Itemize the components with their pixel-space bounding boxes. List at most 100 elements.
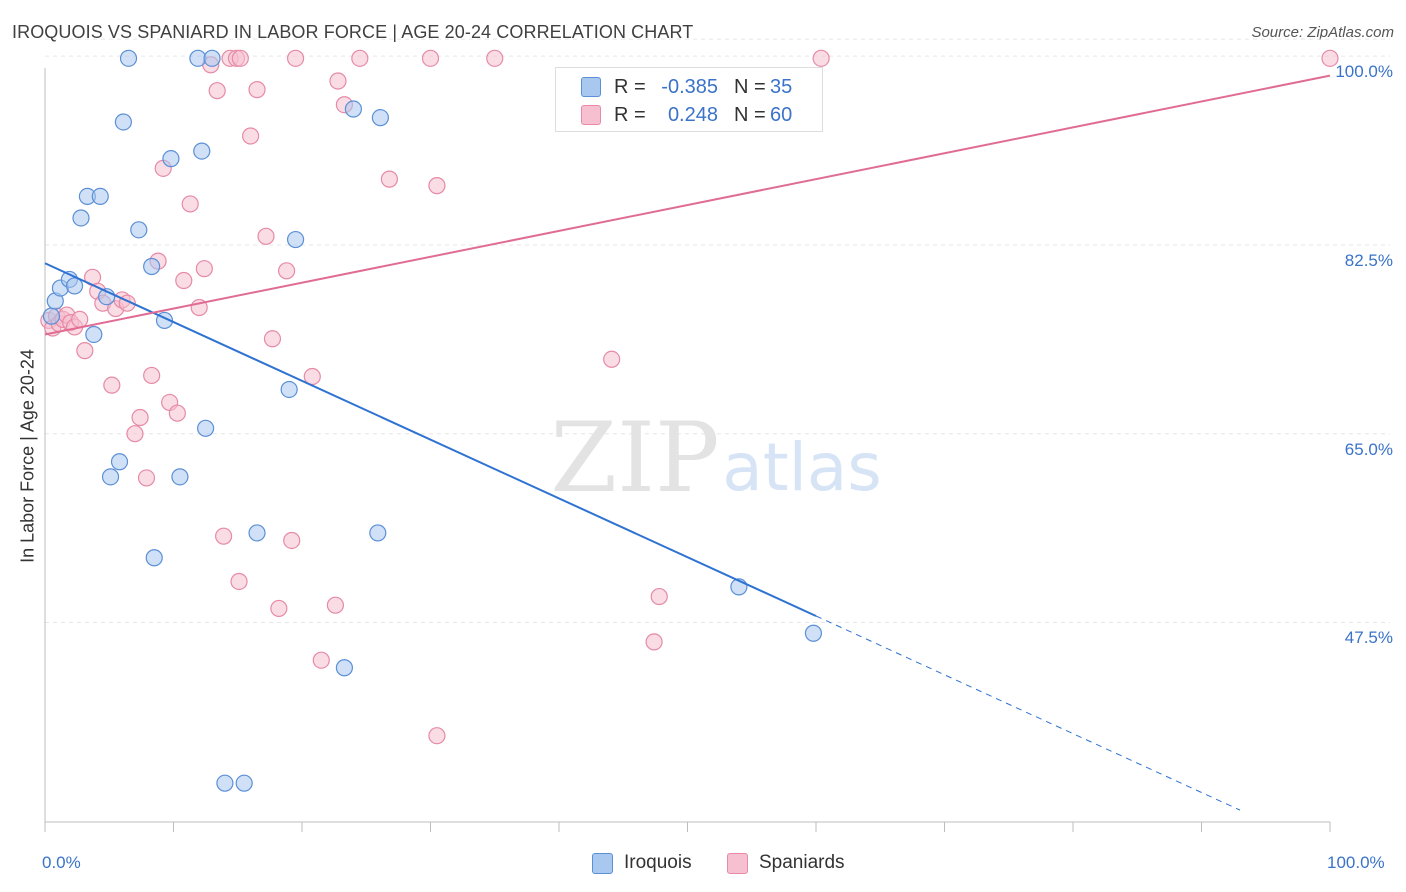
iroquois-point: [130, 221, 148, 239]
spaniards-trend-line: [44, 74, 1331, 336]
iroquois-point: [203, 49, 221, 67]
spaniards-point: [181, 195, 199, 213]
iroquois-point: [335, 659, 354, 677]
iroquois-point: [193, 142, 211, 160]
iroquois-point: [344, 100, 362, 118]
spaniards-point: [286, 49, 305, 67]
spaniards-point: [263, 330, 282, 348]
legend-row-spaniards: R = 0.248 N = 60: [556, 101, 822, 129]
spaniards-point: [103, 376, 121, 394]
spaniards-point: [242, 127, 260, 145]
spaniards-n-value: 60: [770, 104, 793, 126]
spaniards-point: [486, 49, 504, 67]
spaniards-point: [312, 651, 330, 669]
spaniards-r-label: R =: [614, 104, 646, 126]
spaniards-legend-label: Spaniards: [759, 852, 845, 873]
iroquois-legend-swatch: [592, 853, 613, 874]
spaniards-point: [248, 81, 266, 99]
iroquois-point: [145, 549, 163, 567]
spaniards-point: [270, 599, 288, 618]
spaniards-point: [1321, 49, 1339, 67]
spaniards-point: [428, 727, 446, 745]
iroquois-point: [91, 187, 109, 205]
spaniards-point: [215, 527, 233, 545]
y-tick-label: 100.0%: [1335, 62, 1393, 82]
spaniards-point: [351, 49, 369, 67]
spaniards-point: [650, 587, 668, 606]
iroquois-point: [101, 468, 120, 486]
iroquois-point: [65, 277, 84, 295]
spaniards-points: [40, 49, 1339, 745]
watermark-zip: ZIP: [550, 402, 719, 514]
y-tick-label: 47.5%: [1344, 628, 1393, 648]
spaniards-point: [326, 596, 345, 614]
gridlines: [45, 38, 1390, 623]
spaniards-point: [131, 408, 149, 427]
source-label: Source: ZipAtlas.com: [1251, 24, 1394, 41]
spaniards-point: [71, 310, 89, 328]
spaniards-point: [428, 177, 446, 195]
spaniards-point: [603, 350, 621, 368]
y-axis-label: In Labor Force | Age 20-24: [17, 349, 38, 563]
axes: [44, 68, 1331, 832]
spaniards-point: [645, 633, 663, 651]
watermark-atlas: atlas: [722, 429, 882, 506]
iroquois-point: [369, 524, 387, 542]
spaniards-point: [195, 260, 213, 278]
spaniards-point: [208, 82, 226, 100]
legend-row-iroquois: R = -0.385 N = 35: [556, 73, 822, 101]
spaniards-point: [230, 572, 248, 591]
iroquois-point: [110, 453, 129, 471]
spaniards-point: [812, 49, 830, 67]
iroquois-point: [280, 380, 298, 399]
spaniards-point: [168, 404, 186, 422]
iroquois-point: [216, 774, 234, 792]
spaniards-point: [231, 49, 249, 67]
iroquois-legend-label: Iroquois: [624, 852, 692, 873]
spaniards-point: [329, 72, 347, 90]
legend-item-spaniards[interactable]: Spaniards: [727, 851, 857, 877]
iroquois-point: [85, 325, 103, 344]
watermark: ZIP atlas: [550, 402, 881, 514]
iroquois-swatch: [581, 77, 601, 97]
trend-lines: [44, 74, 1331, 811]
iroquois-point: [72, 209, 90, 227]
spaniards-point: [175, 271, 193, 290]
iroquois-n-label: N =: [734, 76, 766, 98]
spaniards-point: [126, 425, 144, 443]
spaniards-point: [421, 49, 440, 67]
correlation-legend: R = -0.385 N = 35 R = 0.248 N = 60: [555, 67, 823, 132]
iroquois-r-label: R =: [614, 76, 646, 98]
spaniards-point: [137, 469, 156, 487]
iroquois-point: [197, 419, 215, 437]
y-tick-label: 82.5%: [1344, 250, 1393, 270]
spaniards-point: [380, 170, 398, 188]
iroquois-point: [286, 230, 305, 249]
spaniards-legend-swatch: [727, 853, 748, 874]
x-tick-label-min: 0.0%: [42, 853, 81, 872]
y-tick-label: 65.0%: [1344, 439, 1393, 459]
spaniards-point: [277, 262, 296, 280]
iroquois-trend-line: [44, 262, 817, 617]
spaniards-point: [283, 531, 301, 550]
legend-item-iroquois[interactable]: Iroquois: [592, 851, 712, 877]
iroquois-point: [162, 150, 180, 168]
spaniards-swatch: [581, 105, 601, 125]
x-tick-label-max: 100.0%: [1327, 853, 1385, 872]
spaniards-point: [143, 366, 161, 385]
iroquois-point: [171, 468, 189, 486]
iroquois-point: [143, 257, 161, 276]
spaniards-point: [257, 227, 275, 245]
chart-title: IROQUOIS VS SPANIARD IN LABOR FORCE | AG…: [12, 22, 694, 42]
iroquois-n-value: 35: [770, 76, 793, 98]
spaniards-point: [76, 342, 94, 360]
iroquois-trend-extension: [815, 615, 1241, 811]
iroquois-point: [248, 524, 266, 542]
spaniards-n-label: N =: [734, 104, 766, 126]
iroquois-r-value: -0.385: [661, 76, 718, 98]
iroquois-point: [804, 624, 823, 642]
spaniards-r-value: 0.248: [667, 104, 718, 126]
iroquois-point: [119, 49, 138, 67]
iroquois-point: [114, 113, 132, 131]
